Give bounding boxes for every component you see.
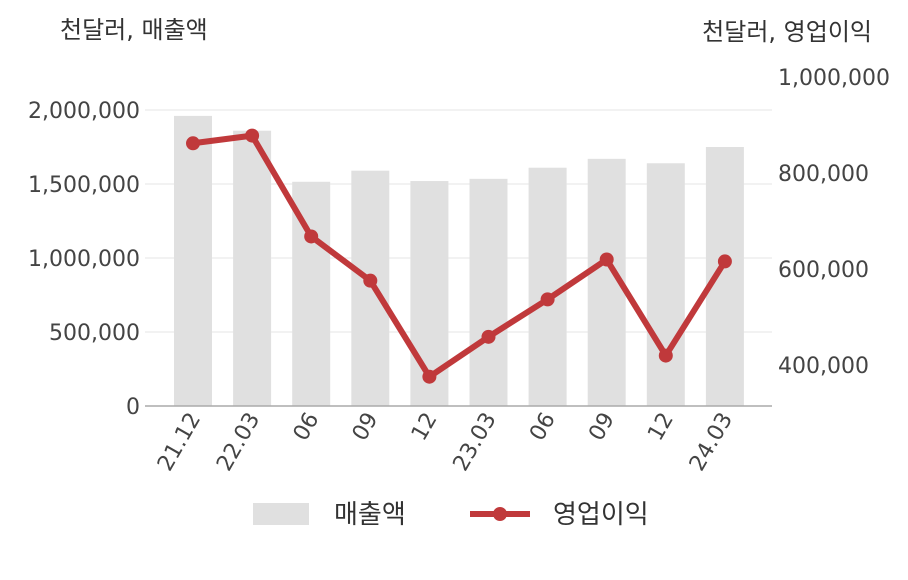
x-axis-tick-label: 06: [289, 409, 325, 446]
operating-profit-point: [481, 329, 496, 344]
operating-profit-point: [658, 348, 673, 363]
line-series-operating-profit: [186, 128, 732, 384]
revenue-bar: [705, 147, 744, 406]
x-axis-tick-label: 23.03: [449, 409, 502, 476]
right-axis-tick-label: 800,000: [778, 162, 869, 187]
x-axis-tick-label: 09: [584, 409, 620, 446]
x-axis-tick-label: 24.03: [685, 409, 738, 476]
x-axis-tick-label: 12: [643, 409, 679, 446]
left-axis-unit-label: 천달러, 매출액: [60, 16, 208, 44]
left-axis-tick-label: 0: [126, 395, 140, 420]
left-axis-tick-label: 500,000: [49, 321, 140, 346]
x-axis-tick-label: 06: [525, 409, 561, 446]
revenue-bar: [646, 163, 685, 406]
right-axis: 400,000 600,000 800,000 1,000,000: [778, 66, 890, 379]
legend-swatch-revenue: [253, 503, 309, 525]
left-axis-tick-label: 1,500,000: [28, 173, 140, 198]
legend-label-revenue: 매출액: [334, 500, 406, 530]
bar-series-revenue: [174, 115, 744, 407]
right-axis-tick-label: 400,000: [778, 354, 869, 379]
operating-profit-point: [245, 128, 260, 143]
x-axis-tick-label: 09: [348, 409, 384, 446]
revenue-bar: [233, 130, 272, 406]
x-axis: 21.12 22.03 06 09 12 23.03 06 09 12 24.03: [153, 409, 738, 476]
operating-profit-point: [363, 273, 378, 288]
operating-profit-point: [304, 229, 319, 244]
operating-profit-point: [717, 254, 732, 269]
x-axis-tick-label: 21.12: [153, 409, 206, 476]
revenue-bar: [174, 115, 212, 407]
legend-label-operating-profit: 영업이익: [553, 500, 649, 530]
right-axis-tick-label: 600,000: [778, 258, 869, 283]
right-axis-tick-label: 1,000,000: [778, 66, 890, 91]
operating-profit-point: [599, 252, 614, 267]
operating-profit-point: [540, 292, 555, 307]
right-axis-unit-label: 천달러, 영업이익: [702, 18, 872, 46]
x-axis-tick-label: 12: [407, 409, 443, 446]
operating-profit-point: [186, 136, 200, 151]
legend: 매출액 영업이익: [253, 500, 649, 530]
left-axis: 0 500,000 1,000,000 1,500,000 2,000,000: [28, 99, 140, 420]
revenue-bar: [469, 178, 508, 406]
revenue-bar: [351, 170, 390, 406]
operating-profit-point: [422, 369, 437, 384]
operating-profit-line: [192, 132, 728, 380]
x-axis-tick-label: 22.03: [212, 409, 265, 476]
legend-swatch-profit-marker: [493, 507, 507, 521]
left-axis-tick-label: 1,000,000: [28, 247, 140, 272]
left-axis-tick-label: 2,000,000: [28, 99, 140, 124]
revenue-bar: [528, 167, 567, 406]
